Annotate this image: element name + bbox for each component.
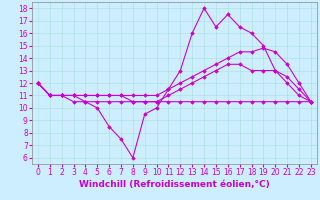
X-axis label: Windchill (Refroidissement éolien,°C): Windchill (Refroidissement éolien,°C) bbox=[79, 180, 270, 189]
